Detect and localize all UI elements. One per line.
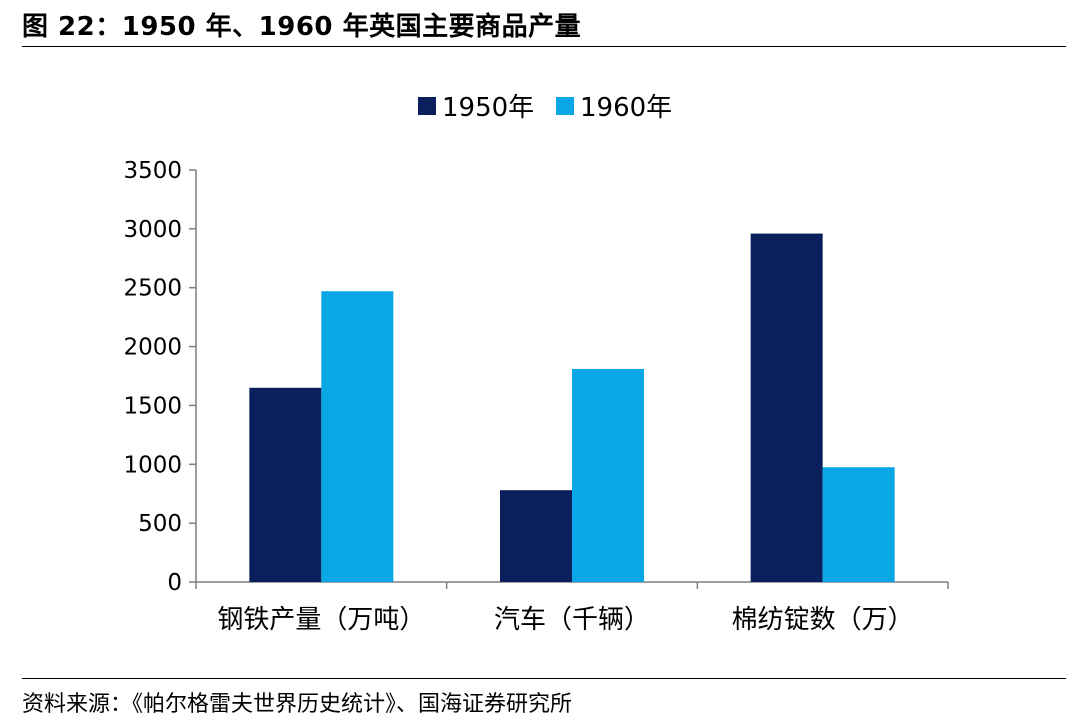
legend: 1950年 1960年: [418, 93, 672, 123]
bar-series2-1: [572, 368, 644, 582]
legend-label: 1950年: [442, 93, 534, 123]
bar-series2-0: [321, 291, 394, 582]
y-tick-label: 2500: [123, 276, 182, 302]
category-label: 棉纺锭数（万）: [732, 605, 914, 635]
figure-title: 图 22：1950 年、1960 年英国主要商品产量: [22, 12, 582, 42]
category-labels: 钢铁产量（万吨） 汽车（千辆） 棉纺锭数（万）: [217, 605, 913, 635]
category-label: 汽车（千辆）: [494, 605, 650, 635]
legend-label: 1960年: [580, 93, 672, 123]
category-label: 钢铁产量（万吨）: [217, 605, 425, 635]
y-tick-label: 500: [138, 511, 182, 537]
bars: [249, 233, 895, 582]
source-note: 资料来源：《帕尔格雷夫世界历史统计》、国海证券研究所: [22, 692, 573, 717]
y-tick-label: 3500: [123, 158, 182, 184]
footer-divider: [22, 678, 1066, 679]
bar-series1-1: [500, 490, 572, 582]
bar-chart: 1950年 1960年 0500100015002000250030003500 …: [123, 93, 949, 635]
y-tick-label: 1000: [123, 452, 182, 478]
bar-series1-2: [750, 233, 823, 582]
bar-series1-0: [249, 387, 322, 582]
y-tick-label: 1500: [123, 393, 182, 419]
y-tick-label: 3000: [123, 217, 182, 243]
y-tick-label: 0: [167, 570, 182, 596]
legend-swatch: [556, 97, 574, 115]
bar-series2-2: [822, 467, 895, 582]
title-divider: [22, 46, 1066, 47]
legend-swatch: [418, 97, 436, 115]
y-tick-label: 2000: [123, 335, 182, 361]
